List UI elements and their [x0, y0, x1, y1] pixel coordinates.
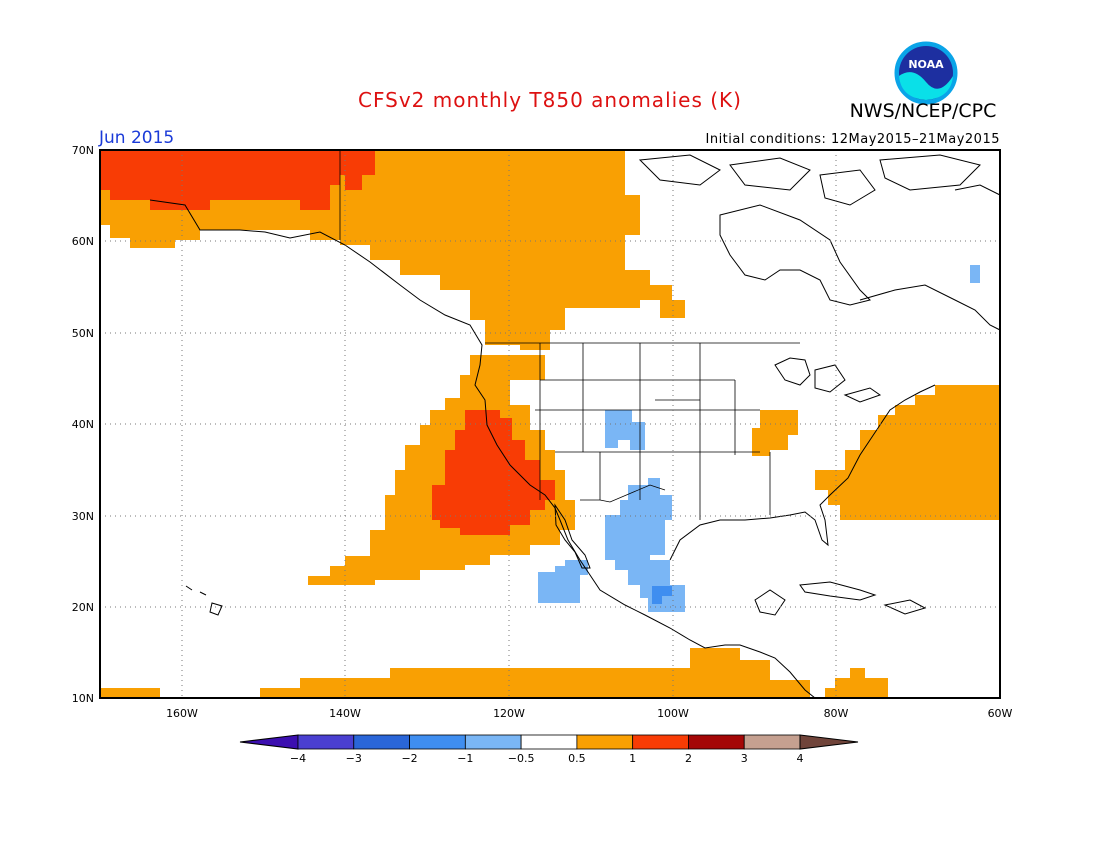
- colorbar-tick-label: 0.5: [568, 752, 586, 765]
- lat-label: 40N: [72, 418, 94, 431]
- lon-label: 140W: [329, 707, 361, 720]
- initial-conditions: Initial conditions: 12May2015–21May2015: [705, 132, 1000, 147]
- colorbar-tick-label: −2: [401, 752, 417, 765]
- lon-label: 80W: [824, 707, 849, 720]
- colorbar-swatch: [576, 734, 634, 750]
- colorbar-swatch: [409, 734, 466, 750]
- colorbar: −4 −3 −2 −1 −0.5 0.5 1 2 3 4: [239, 734, 859, 765]
- colorbar-tick-label: 4: [797, 752, 804, 765]
- longitude-labels: 160W 140W 120W 100W 80W 60W: [166, 707, 1012, 720]
- noaa-logo: NOAA: [893, 40, 959, 106]
- colorbar-swatch: [464, 734, 522, 750]
- colorbar-tick-label: 3: [741, 752, 748, 765]
- lat-label: 10N: [72, 692, 94, 705]
- colorbar-swatch: [632, 734, 689, 750]
- colorbar-tick-label: −4: [290, 752, 306, 765]
- lon-label: 100W: [657, 707, 689, 720]
- map-plot-area: [99, 149, 1001, 699]
- lat-label: 60N: [72, 235, 94, 248]
- colorbar-tick-label: −3: [346, 752, 362, 765]
- svg-text:NOAA: NOAA: [908, 58, 944, 71]
- latitude-labels: 70N 60N 50N 40N 30N 20N 10N: [72, 144, 94, 705]
- agency-label: NWS/NCEP/CPC: [849, 100, 997, 122]
- colorbar-left-arrow: [239, 734, 299, 750]
- colorbar-swatch: [353, 734, 410, 750]
- anomaly-negative-light: [538, 265, 980, 612]
- colorbar-right-arrow: [799, 734, 859, 750]
- colorbar-tick-label: 1: [629, 752, 636, 765]
- lon-label: 160W: [166, 707, 198, 720]
- colorbar-swatch: [520, 734, 578, 750]
- chart-title: CFSv2 monthly T850 anomalies (K): [358, 88, 742, 112]
- graticule: [100, 150, 1000, 698]
- colorbar-swatch: [688, 734, 745, 750]
- lat-label: 50N: [72, 327, 94, 340]
- map-frame: [99, 149, 1001, 699]
- lon-label: 60W: [988, 707, 1013, 720]
- forecast-period: Jun 2015: [99, 128, 175, 148]
- anomaly-negative-medium: [652, 586, 672, 604]
- colorbar-tick-label: 2: [685, 752, 692, 765]
- coastlines: [149, 154, 1001, 699]
- anomaly-positive-strong: [100, 150, 555, 535]
- lat-label: 70N: [72, 144, 94, 157]
- lon-label: 120W: [493, 707, 525, 720]
- lat-label: 30N: [72, 510, 94, 523]
- colorbar-swatch: [743, 734, 801, 750]
- political-borders: [339, 150, 800, 520]
- lat-label: 20N: [72, 601, 94, 614]
- colorbar-tick-label: −0.5: [508, 752, 535, 765]
- colorbar-tick-label: −1: [457, 752, 473, 765]
- colorbar-swatch: [297, 734, 355, 750]
